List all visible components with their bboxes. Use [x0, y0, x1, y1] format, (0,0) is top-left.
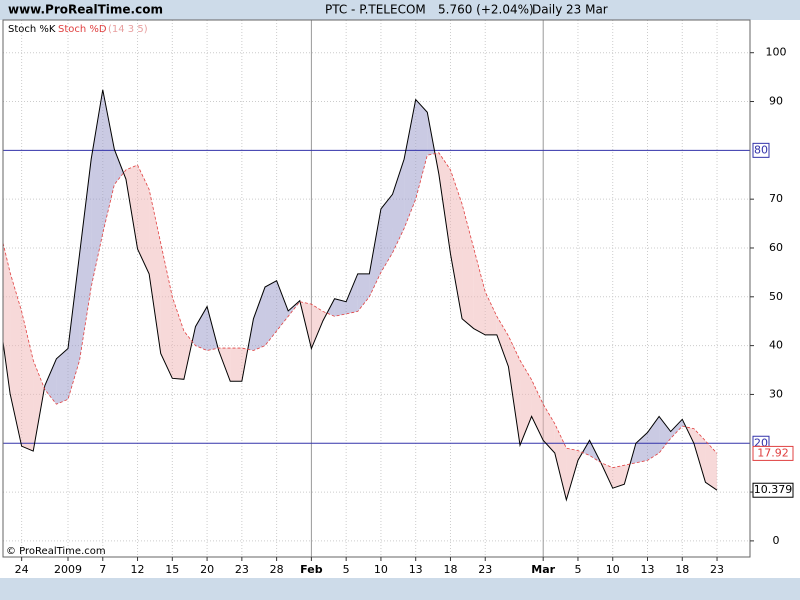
fill-band: [485, 291, 497, 335]
legend-params: (14 3 5): [108, 24, 148, 35]
fill-band: [10, 272, 22, 447]
legend-d: Stoch %D: [58, 24, 107, 35]
fill-band: [635, 432, 648, 463]
fill-band: [21, 311, 34, 452]
x-tick-label: 23: [478, 563, 492, 576]
x-tick-label: 15: [165, 563, 179, 576]
series-line: [3, 89, 718, 502]
x-tick-label: 13: [641, 563, 655, 576]
legend-k: Stoch %K: [8, 24, 56, 35]
fill-band: [230, 348, 242, 382]
fill-band: [195, 306, 208, 351]
fill-band: [496, 316, 509, 367]
fill-band: [114, 149, 124, 185]
fill-band: [137, 164, 150, 274]
fill-band: [265, 280, 277, 346]
fill-band: [91, 89, 103, 288]
fill-band: [183, 330, 193, 380]
fill-band: [68, 253, 80, 400]
fill-band: [415, 99, 428, 200]
x-tick-label: 12: [131, 563, 145, 576]
last-value-box: [752, 445, 794, 461]
fill-band: [705, 440, 718, 491]
y-tick-label: 100: [766, 46, 787, 59]
fill-band: [659, 416, 671, 454]
fill-band: [102, 89, 115, 234]
y-tick-label: 60: [769, 241, 783, 254]
fill-band: [531, 379, 544, 441]
level-box: [752, 142, 770, 158]
fill-band: [3, 242, 11, 394]
panel: [0, 20, 800, 578]
period: Daily: [532, 3, 562, 17]
x-tick-label: 10: [606, 563, 620, 576]
fill-band: [172, 296, 184, 380]
last-value-box: [752, 482, 794, 498]
x-tick-label: 5: [343, 563, 350, 576]
fill-band: [79, 159, 92, 361]
x-tick-label: 28: [270, 563, 284, 576]
fill-band: [369, 208, 381, 297]
fill-band: [56, 348, 68, 405]
fill-band: [346, 273, 358, 314]
fill-band: [253, 287, 266, 351]
fill-band: [462, 204, 474, 329]
fill-band: [450, 169, 463, 319]
plot-area: [3, 20, 750, 557]
x-tick-label: 13: [409, 563, 423, 576]
fill-band: [392, 159, 405, 253]
x-tick-label: Feb: [300, 563, 323, 576]
x-tick-label: 18: [675, 563, 689, 576]
plot-border: [2, 19, 751, 558]
x-tick-label: Mar: [531, 563, 555, 576]
x-tick-label: 23: [235, 563, 249, 576]
y-tick-label: 90: [769, 95, 783, 108]
fill-band: [149, 189, 161, 354]
y-tick-label: 0: [773, 534, 780, 547]
fill-band: [670, 419, 683, 439]
x-tick-label: 20: [200, 563, 214, 576]
y-tick-label: 40: [769, 339, 783, 352]
y-tick-label: 70: [769, 192, 783, 205]
x-tick-label: 10: [374, 563, 388, 576]
site: www.ProRealTime.com: [8, 3, 163, 17]
fill-band: [543, 404, 555, 454]
x-tick-label: 23: [710, 563, 724, 576]
last-value-label: 10.379: [754, 483, 793, 496]
fill-band: [693, 428, 706, 483]
fill-band: [357, 273, 370, 312]
x-tick-label: 24: [15, 563, 29, 576]
y-tick-label: 50: [769, 290, 783, 303]
instrument: PTC - P.TELECOM: [325, 3, 426, 17]
fill-band: [125, 164, 138, 249]
fill-band: [508, 335, 521, 446]
level-label: 80: [754, 143, 768, 156]
fill-band: [311, 304, 323, 349]
x-tick-label: 5: [574, 563, 581, 576]
fill-band: [612, 465, 625, 489]
fill-band: [33, 360, 45, 452]
fill-band: [438, 152, 451, 254]
x-tick-label: 18: [443, 563, 457, 576]
quote: 5.760 (+2.04%): [438, 3, 534, 17]
date: 23 Mar: [566, 3, 608, 17]
y-tick-label: 30: [769, 387, 783, 400]
fill-band: [566, 448, 578, 500]
series-line: [3, 152, 718, 469]
fill-band: [473, 247, 486, 335]
fill-band: [334, 298, 347, 317]
fill-band: [380, 194, 393, 273]
watermark: © ProRealTime.com: [6, 546, 106, 557]
fill-band: [276, 280, 289, 331]
x-tick-label: 2009: [54, 563, 82, 576]
fill-band: [647, 416, 660, 461]
fill-band: [160, 243, 173, 379]
last-value-label: 17.92: [757, 446, 789, 459]
fill-band: [520, 360, 532, 446]
x-tick-label: 7: [99, 563, 106, 576]
fill-band: [404, 99, 416, 229]
